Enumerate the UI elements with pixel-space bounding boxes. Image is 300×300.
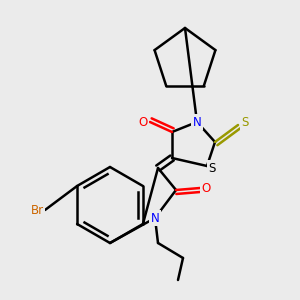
- Text: O: O: [201, 182, 211, 194]
- Text: S: S: [241, 116, 249, 128]
- Text: S: S: [208, 161, 216, 175]
- Text: N: N: [151, 212, 159, 224]
- Text: O: O: [138, 116, 148, 128]
- Text: N: N: [193, 116, 201, 128]
- Text: Br: Br: [30, 203, 44, 217]
